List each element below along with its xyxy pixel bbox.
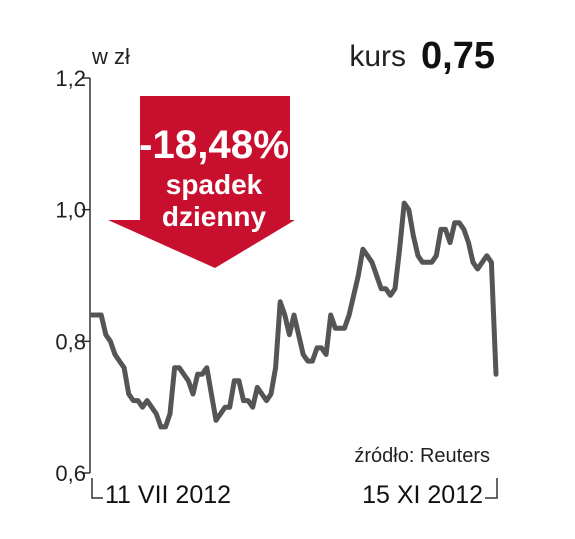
price-line bbox=[89, 200, 499, 430]
kurs-label: kurs bbox=[349, 40, 406, 73]
source-note: źródło: Reuters bbox=[354, 445, 490, 467]
x-axis-bracket bbox=[91, 478, 498, 499]
unit-label: w zł bbox=[91, 44, 130, 69]
y-tick-label: 1,0 bbox=[55, 198, 86, 223]
x-tick-label-end: 15 XI 2012 bbox=[362, 481, 483, 509]
y-tick-label: 0,6 bbox=[55, 461, 86, 486]
kurs-value: 0,75 bbox=[421, 35, 495, 77]
arrow-down-icon bbox=[108, 96, 295, 268]
y-tick-label: 1,2 bbox=[55, 66, 86, 91]
badge-line2: dzienny bbox=[162, 201, 267, 232]
badge-line1: spadek bbox=[166, 169, 263, 200]
y-tick-label: 0,8 bbox=[55, 329, 86, 354]
x-tick-label-start: 11 VII 2012 bbox=[105, 481, 231, 509]
y-axis-ticks: 0,6 0,8 1,0 1,2 bbox=[55, 66, 90, 486]
daily-drop-badge: -18,48% spadek dzienny bbox=[108, 96, 295, 268]
badge-change: -18,48% bbox=[139, 123, 289, 167]
